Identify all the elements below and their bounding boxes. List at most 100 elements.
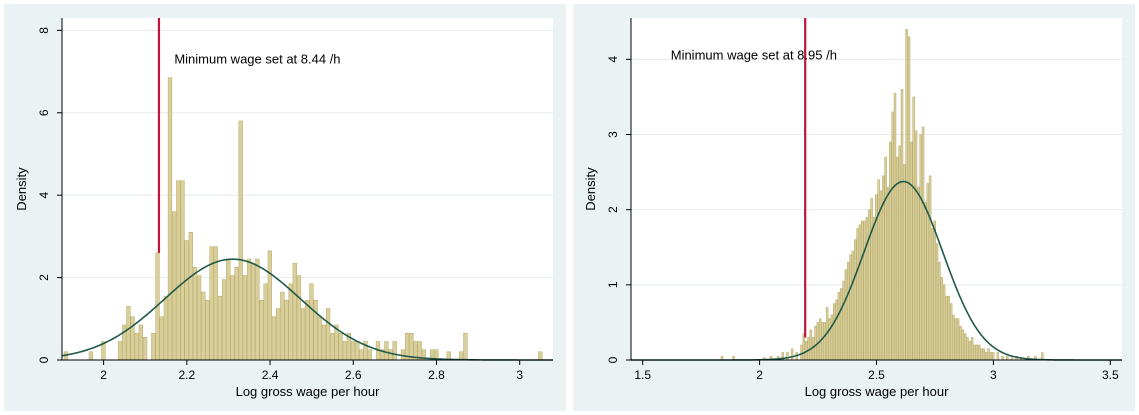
histogram-bar (538, 351, 543, 361)
histogram-bar (858, 224, 862, 361)
histogram-bar (942, 284, 946, 361)
histogram-bar (276, 308, 281, 361)
y-axis-title: Density (14, 167, 29, 211)
histogram-bar (879, 190, 883, 361)
histogram-bar (840, 288, 843, 361)
histogram-bar (940, 277, 943, 361)
histogram-bar (463, 332, 468, 361)
histogram-bar (88, 351, 94, 361)
histogram-bar (854, 239, 857, 361)
histogram-bar (884, 156, 887, 361)
y-tick-label: 1 (606, 281, 620, 288)
minimum-wage-annotation: Minimum wage set at 8.95 /h (671, 47, 837, 62)
histogram-bar (980, 348, 983, 361)
histogram-bar (893, 92, 897, 361)
histogram-bar (924, 201, 927, 361)
histogram-bar (949, 303, 953, 361)
histogram-bar (938, 262, 941, 361)
histogram-bar (255, 258, 260, 361)
histogram-bar (126, 306, 131, 361)
histogram-bar (847, 262, 850, 361)
histogram-bar (886, 186, 890, 361)
x-tick-label: 2 (100, 368, 107, 382)
y-tick-label: 6 (37, 109, 51, 116)
x-tick-label: 3 (516, 368, 523, 382)
histogram-bar (301, 308, 306, 361)
histogram-bar (956, 318, 960, 361)
histogram-bar (280, 291, 285, 361)
histogram-bar (151, 332, 156, 361)
histogram-bar (959, 325, 962, 361)
histogram-bar (907, 36, 911, 361)
histogram-bar (954, 318, 958, 361)
histogram-bar (205, 300, 210, 361)
histogram-bar (970, 337, 974, 361)
histogram-bar (142, 337, 148, 361)
histogram-bar (134, 332, 139, 361)
histogram-bar (987, 348, 990, 361)
histogram-bar (790, 348, 794, 361)
histogram-bar (188, 232, 193, 361)
histogram-bar (213, 246, 218, 361)
histogram-bar (830, 314, 834, 361)
histogram-bar (844, 269, 848, 361)
x-tick-label: 2.5 (868, 368, 885, 382)
histogram-bar (176, 180, 181, 361)
histogram-bar (849, 254, 852, 361)
histogram-bar (1006, 355, 1009, 361)
histogram-bar (359, 349, 364, 361)
histogram-panel-left: 0 2 4 6 8 Minimum wage set at 8.44 /h 2 2.2 2.4 2… (4, 4, 566, 411)
histogram-bar (877, 179, 880, 361)
y-tick-label: 2 (37, 274, 51, 281)
y-tick-label: 4 (37, 192, 51, 199)
histogram-bar (891, 111, 894, 361)
histogram-bar (903, 164, 906, 361)
histogram-bar (802, 333, 806, 361)
y-tick-label: 0 (37, 356, 51, 363)
histogram-bar (167, 77, 173, 361)
histogram-bar (835, 299, 838, 361)
histogram-bar (172, 211, 177, 361)
histogram-bar (821, 322, 824, 361)
histogram-bar (786, 352, 789, 361)
histogram-bar (837, 292, 841, 361)
y-tick-label: 8 (37, 27, 51, 34)
histogram-bar (968, 340, 972, 361)
histogram-bar (919, 134, 922, 361)
histogram-bar (321, 324, 327, 361)
histogram-bar (192, 267, 198, 361)
histogram-bar (947, 295, 950, 361)
histogram-bar (159, 316, 164, 361)
histogram-bar (863, 220, 866, 361)
histogram-bar (921, 126, 925, 361)
histogram-bar (989, 352, 993, 361)
histogram-bar (355, 341, 360, 361)
histogram-bar (367, 349, 372, 361)
histogram-bar (263, 283, 268, 361)
histogram-bar (459, 351, 464, 361)
histogram-bar (842, 280, 845, 361)
x-axis-title: Log gross wage per hour (236, 384, 380, 399)
histogram-bar (388, 349, 393, 361)
histogram-bar (996, 352, 1000, 361)
histogram-bar (811, 337, 815, 361)
x-tick-label: 3.5 (1102, 368, 1119, 382)
histogram-bar (196, 275, 202, 361)
histogram-bar (928, 175, 932, 361)
histogram-bar (251, 262, 256, 361)
histogram-bar (963, 333, 967, 361)
histogram-bar (851, 250, 855, 361)
x-tick-label: 2 (756, 368, 763, 382)
histogram-bar (961, 329, 965, 361)
histogram-bar (933, 220, 936, 361)
histogram-bar (325, 308, 331, 361)
y-tick-label: 0 (606, 356, 620, 363)
histogram-bar (977, 344, 981, 361)
histogram-bar (221, 279, 227, 361)
histogram-bar (865, 216, 869, 361)
histogram-bar (313, 300, 318, 361)
histogram-bar (1001, 355, 1004, 361)
histogram-bar (931, 228, 934, 361)
histogram-bar (807, 337, 810, 361)
histogram-bar (392, 341, 397, 361)
